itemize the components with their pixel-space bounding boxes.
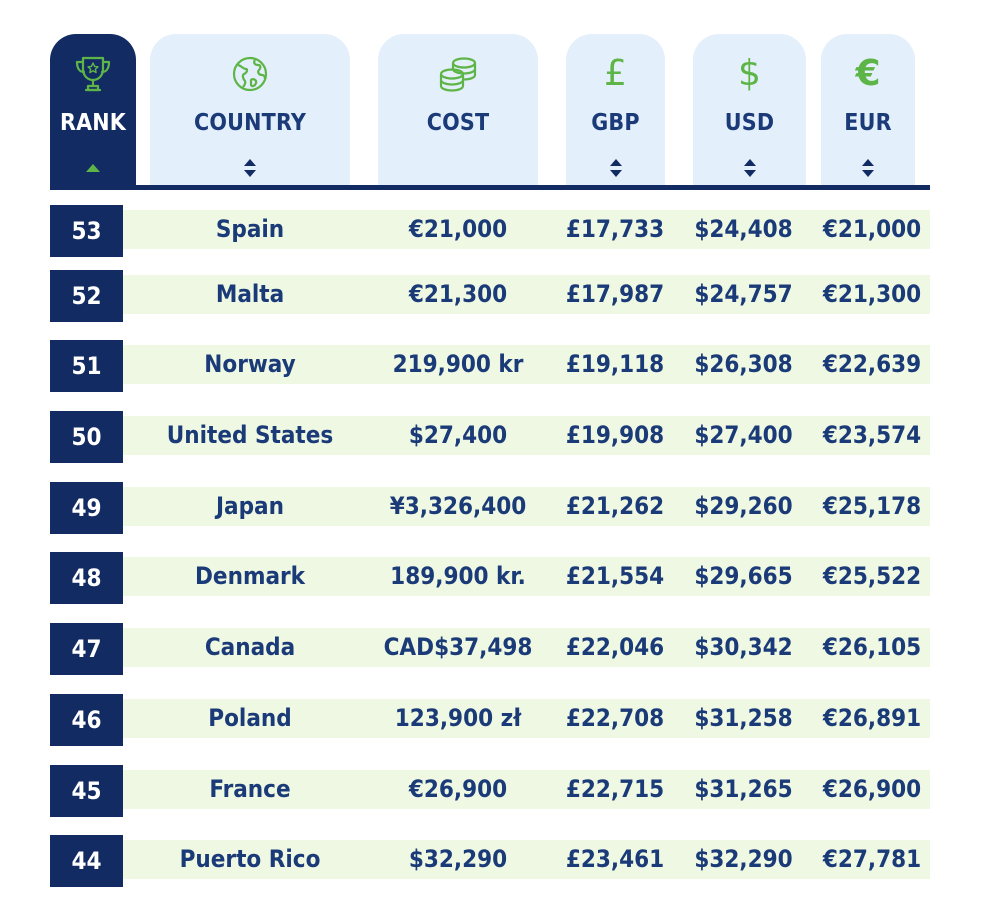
- table-row: 47 Canada CAD$37,498 £22,046 $30,342 €26…: [50, 623, 930, 675]
- gbp-cell: £23,461: [565, 845, 665, 873]
- gbp-cell: £22,046: [565, 633, 665, 661]
- country-cell: United States: [166, 421, 334, 449]
- sort-both-icon[interactable]: [693, 154, 806, 182]
- rank-cell: 48: [50, 552, 123, 604]
- usd-cell: $26,308: [694, 350, 793, 378]
- table-row: 45 France €26,900 £22,715 $31,265 €26,90…: [50, 765, 930, 817]
- table-row: 48 Denmark 189,900 kr. £21,554 $29,665 €…: [50, 552, 930, 604]
- column-header-gbp[interactable]: £ GBP: [566, 34, 665, 188]
- cost-cell: CAD$37,498: [383, 633, 533, 661]
- pound-icon: £: [604, 53, 627, 94]
- sort-both-icon[interactable]: [566, 154, 665, 182]
- column-label-cost: COST: [426, 110, 490, 136]
- country-cell: Malta: [215, 280, 285, 308]
- country-cell: Puerto Rico: [179, 845, 321, 873]
- cost-cell: 219,900 kr: [392, 350, 524, 378]
- gbp-cell: £19,908: [565, 421, 665, 449]
- column-label-usd: USD: [724, 110, 775, 136]
- usd-cell: $27,400: [694, 421, 793, 449]
- table-row: 50 United States $27,400 £19,908 $27,400…: [50, 411, 930, 463]
- column-header-usd[interactable]: $ USD: [693, 34, 806, 188]
- cost-cell: $32,290: [408, 845, 508, 873]
- rank-cell: 45: [50, 765, 123, 817]
- usd-cell: $24,757: [694, 280, 793, 308]
- column-label-rank: RANK: [59, 110, 127, 136]
- rank-cell: 46: [50, 694, 123, 746]
- eur-cell: €26,891: [822, 704, 922, 732]
- dollar-icon: $: [738, 53, 761, 94]
- gbp-cell: £21,554: [565, 562, 665, 590]
- cost-cell: 123,900 zł: [394, 704, 522, 732]
- eur-cell: €22,639: [822, 350, 922, 378]
- gbp-cell: £21,262: [565, 492, 665, 520]
- eur-cell: €23,574: [822, 421, 922, 449]
- rank-cell: 52: [50, 270, 123, 322]
- globe-icon: [150, 54, 350, 94]
- sort-ascending-icon[interactable]: [50, 154, 136, 182]
- column-label-country: COUNTRY: [193, 110, 307, 136]
- eur-cell: €25,522: [822, 562, 922, 590]
- column-header-country[interactable]: COUNTRY: [150, 34, 350, 188]
- coins-icon: [378, 54, 538, 94]
- table-row: 44 Puerto Rico $32,290 £23,461 $32,290 €…: [50, 835, 930, 887]
- eur-cell: €26,105: [822, 633, 922, 661]
- usd-cell: $31,265: [694, 775, 793, 803]
- sort-both-icon[interactable]: [821, 154, 915, 182]
- country-cell: France: [209, 775, 291, 803]
- usd-cell: $29,665: [694, 562, 793, 590]
- country-cell: Poland: [208, 704, 292, 732]
- cost-cell: 189,900 kr.: [390, 562, 526, 590]
- header-divider: [50, 185, 930, 190]
- rank-cell: 51: [50, 340, 123, 392]
- gbp-cell: £22,715: [565, 775, 665, 803]
- trophy-icon: [50, 54, 136, 94]
- country-cell: Norway: [204, 350, 296, 378]
- country-cell: Japan: [216, 492, 284, 520]
- country-cell: Canada: [204, 633, 296, 661]
- eur-cell: €26,900: [822, 775, 922, 803]
- country-cell: Spain: [215, 215, 285, 243]
- gbp-cell: £19,118: [565, 350, 665, 378]
- column-header-eur[interactable]: € EUR: [821, 34, 915, 188]
- eur-cell: €27,781: [822, 845, 922, 873]
- table-row: 46 Poland 123,900 zł £22,708 $31,258 €26…: [50, 694, 930, 746]
- cost-cell: $27,400: [408, 421, 508, 449]
- rank-cell: 49: [50, 482, 123, 534]
- column-label-eur: EUR: [844, 110, 892, 136]
- eur-cell: €21,000: [822, 215, 922, 243]
- cost-cell: €21,000: [408, 215, 508, 243]
- usd-cell: $24,408: [694, 215, 793, 243]
- table-row: 53 Spain €21,000 £17,733 $24,408 €21,000: [50, 205, 930, 257]
- table-row: 51 Norway 219,900 kr £19,118 $26,308 €22…: [50, 340, 930, 392]
- eur-cell: €21,300: [822, 280, 922, 308]
- cost-cell: €21,300: [408, 280, 508, 308]
- usd-cell: $32,290: [694, 845, 793, 873]
- rank-cell: 44: [50, 835, 123, 887]
- usd-cell: $31,258: [694, 704, 793, 732]
- table-row: 52 Malta €21,300 £17,987 $24,757 €21,300: [50, 270, 930, 322]
- column-label-gbp: GBP: [591, 110, 640, 136]
- rank-cell: 47: [50, 623, 123, 675]
- gbp-cell: £17,987: [565, 280, 665, 308]
- usd-cell: $30,342: [694, 633, 793, 661]
- gbp-cell: £22,708: [565, 704, 665, 732]
- euro-icon: €: [855, 53, 881, 94]
- gbp-cell: £17,733: [565, 215, 665, 243]
- sort-both-icon[interactable]: [150, 154, 350, 182]
- table-row: 49 Japan ¥3,326,400 £21,262 $29,260 €25,…: [50, 482, 930, 534]
- rank-cell: 50: [50, 411, 123, 463]
- eur-cell: €25,178: [822, 492, 922, 520]
- usd-cell: $29,260: [694, 492, 793, 520]
- cost-cell: ¥3,326,400: [389, 492, 527, 520]
- column-header-cost[interactable]: COST: [378, 34, 538, 188]
- cost-cell: €26,900: [408, 775, 508, 803]
- rank-cell: 53: [50, 205, 123, 257]
- country-cell: Denmark: [194, 562, 306, 590]
- column-header-rank[interactable]: RANK: [50, 34, 136, 188]
